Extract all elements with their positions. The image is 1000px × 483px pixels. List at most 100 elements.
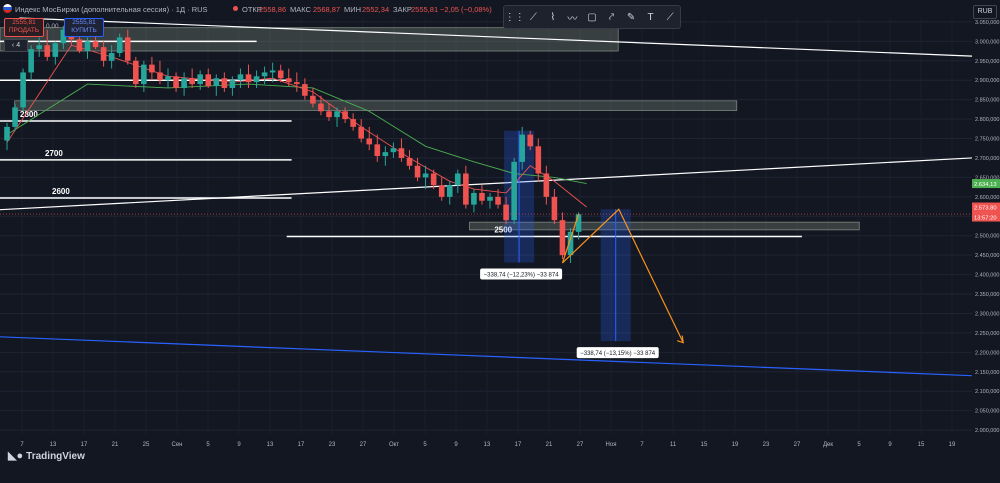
trend-line[interactable] — [0, 336, 973, 377]
candle[interactable] — [205, 74, 212, 87]
brush-icon[interactable]: ⤤ — [608, 11, 615, 23]
candle[interactable] — [4, 126, 10, 141]
candle[interactable] — [511, 161, 517, 221]
candle[interactable] — [503, 204, 509, 221]
pencil-icon[interactable]: ✎ — [626, 11, 636, 23]
candle[interactable] — [398, 148, 405, 158]
candle[interactable] — [277, 70, 284, 79]
candle[interactable] — [165, 76, 171, 81]
candle[interactable] — [495, 196, 501, 205]
candle[interactable] — [318, 103, 324, 112]
tradingview-logo[interactable]: ◣● TradingView — [8, 449, 85, 462]
candle[interactable] — [543, 173, 550, 197]
candle[interactable] — [141, 64, 147, 85]
candle[interactable] — [189, 78, 195, 85]
candle[interactable] — [76, 39, 83, 52]
candle[interactable] — [479, 192, 485, 201]
support-zone[interactable] — [469, 221, 860, 231]
candle[interactable] — [527, 134, 534, 147]
candle[interactable] — [124, 37, 131, 61]
candle[interactable] — [133, 60, 139, 85]
sell-button[interactable]: 2555,81 ПРОДАТЬ — [4, 18, 44, 37]
currency-button[interactable]: RUB — [973, 5, 997, 19]
candle[interactable] — [575, 214, 582, 232]
rectangle-icon[interactable]: ▢ — [587, 11, 597, 23]
symbol-title[interactable]: Индекс МосБиржи (дополнительная сессия) … — [15, 5, 208, 14]
x-tick-label: 23 — [763, 442, 770, 448]
path-icon[interactable]: ⌇ — [550, 11, 556, 23]
x-tick-label: 17 — [515, 442, 522, 448]
ruler-icon[interactable]: ⟋ — [666, 11, 674, 23]
polyline-icon[interactable]: 〰 — [567, 13, 578, 25]
candle[interactable] — [455, 173, 461, 186]
indicators-toggle[interactable]: ‹ 4 — [4, 39, 28, 52]
candle[interactable] — [221, 78, 228, 88]
candle[interactable] — [326, 111, 332, 118]
candle[interactable] — [12, 107, 18, 127]
candle[interactable] — [310, 95, 316, 104]
candle[interactable] — [422, 173, 429, 178]
buy-button[interactable]: 2555,81 КУПИТЬ — [64, 18, 104, 37]
candle[interactable] — [366, 138, 373, 145]
candle[interactable] — [92, 41, 99, 48]
y-tick-label: 3.050,000 — [975, 20, 999, 26]
candle[interactable] — [551, 196, 558, 221]
candle[interactable] — [358, 126, 364, 139]
candle[interactable] — [261, 72, 268, 77]
candle[interactable] — [44, 45, 51, 57]
price-axis[interactable] — [972, 0, 1000, 483]
candle[interactable] — [213, 78, 220, 87]
candle[interactable] — [374, 144, 381, 157]
candle[interactable] — [157, 72, 163, 81]
candle[interactable] — [350, 119, 356, 127]
candle[interactable] — [52, 43, 59, 57]
candle[interactable] — [559, 220, 566, 256]
candle[interactable] — [430, 173, 437, 186]
candle[interactable] — [245, 74, 252, 83]
candle[interactable] — [253, 76, 260, 83]
candle[interactable] — [342, 111, 348, 120]
drag-handle-icon[interactable]: ⋮⋮ — [504, 11, 525, 23]
candle[interactable] — [116, 37, 123, 53]
candle[interactable] — [535, 146, 542, 174]
candle[interactable] — [197, 74, 203, 85]
text-icon[interactable]: T — [647, 11, 654, 23]
candle[interactable] — [181, 78, 187, 88]
trend-line[interactable] — [0, 157, 973, 211]
candle[interactable] — [28, 49, 34, 73]
candle[interactable] — [229, 80, 236, 88]
trend-line-icon[interactable]: ⟋ — [529, 11, 537, 23]
support-zone[interactable] — [0, 27, 619, 52]
support-zone[interactable] — [14, 100, 738, 111]
candle[interactable] — [438, 185, 445, 197]
projection-path[interactable] — [561, 208, 684, 343]
candle[interactable] — [173, 76, 179, 88]
candle[interactable] — [519, 134, 525, 162]
candle[interactable] — [390, 148, 397, 153]
candle[interactable] — [302, 84, 308, 96]
candle[interactable] — [269, 70, 276, 73]
candle[interactable] — [149, 64, 155, 73]
candle[interactable] — [446, 185, 453, 197]
candle[interactable] — [414, 165, 421, 178]
candle[interactable] — [487, 196, 493, 201]
candle[interactable] — [36, 45, 42, 50]
candle[interactable] — [20, 72, 26, 108]
candle[interactable] — [406, 157, 413, 166]
candle[interactable] — [294, 82, 300, 85]
candle[interactable] — [567, 231, 574, 256]
candle[interactable] — [285, 78, 292, 83]
trend-line[interactable] — [19, 17, 973, 57]
candle[interactable] — [84, 41, 91, 52]
candle[interactable] — [463, 173, 469, 205]
candle[interactable] — [108, 52, 115, 61]
candle[interactable] — [334, 111, 340, 118]
candle[interactable] — [237, 74, 244, 81]
candle[interactable] — [471, 192, 477, 205]
x-tick-label: Окт — [389, 442, 399, 448]
candle[interactable] — [382, 152, 389, 157]
candle[interactable] — [100, 47, 107, 61]
candle[interactable] — [60, 29, 67, 44]
